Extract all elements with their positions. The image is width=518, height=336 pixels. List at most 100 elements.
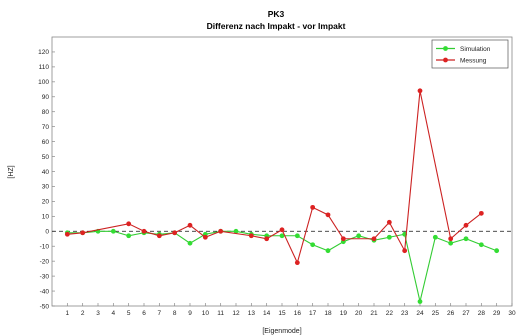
y-tick-label: -50 (40, 303, 50, 310)
x-tick-label: 27 (462, 310, 470, 317)
chart-subtitle: Differenz nach Impakt - vor Impakt (207, 21, 346, 31)
x-axis: 1 2 3 4 5 6 7 8 9 10 11 12 13 14 15 16 17 18 19 20 21 22 23 24 2… (66, 303, 516, 317)
data-point-messung (325, 212, 331, 218)
legend-messung-marker (443, 57, 448, 63)
data-point-messung (310, 204, 316, 210)
y-tick-label: 80 (42, 109, 50, 116)
data-point-messung (386, 219, 392, 225)
data-point-messung (371, 236, 377, 242)
data-point-messung (187, 222, 193, 228)
data-point-messung (340, 236, 346, 242)
legend-box (431, 39, 509, 69)
y-axis: -50 -40 -30 -20 -10 0 10 20 30 40 50 60 70 80 90 100 110… (38, 49, 55, 310)
x-tick-label: 5 (127, 310, 131, 317)
x-tick-label: 3 (96, 310, 100, 317)
y-tick-label: 70 (42, 124, 50, 131)
data-point-simulation (386, 234, 392, 240)
legend-messung-label: Messung (460, 58, 487, 65)
data-point-simulation (310, 242, 316, 248)
x-tick-label: 16 (294, 310, 302, 317)
y-tick-label: 30 (42, 184, 50, 191)
x-tick-label: 26 (447, 310, 455, 317)
y-tick-label: 100 (38, 79, 49, 86)
data-point-simulation (187, 240, 193, 246)
x-tick-label: 12 (232, 310, 240, 317)
data-point-simulation (233, 228, 239, 234)
y-tick-label: -20 (40, 258, 50, 265)
data-point-simulation (126, 233, 132, 239)
data-point-simulation (417, 299, 423, 304)
x-tick-label: 8 (173, 310, 177, 317)
data-point-messung (417, 88, 423, 94)
data-point-simulation (463, 236, 469, 242)
chart-title: PK3 (268, 9, 285, 19)
data-point-messung (402, 248, 408, 254)
x-tick-label: 19 (340, 310, 348, 317)
data-point-messung (478, 210, 484, 216)
x-tick-label: 10 (202, 310, 210, 317)
y-tick-label: 50 (42, 154, 50, 161)
y-tick-label: 90 (42, 94, 50, 101)
y-tick-label: -10 (40, 244, 50, 251)
x-tick-label: 2 (81, 310, 85, 317)
data-point-messung (279, 227, 285, 233)
x-tick-label: 6 (142, 310, 146, 317)
data-point-simulation (478, 242, 484, 248)
data-point-simulation (294, 233, 300, 239)
data-point-messung (248, 233, 254, 239)
legend-simulation-marker (443, 46, 448, 51)
data-point-messung (172, 230, 178, 236)
plot-area (51, 36, 513, 307)
x-tick-label: 22 (386, 310, 394, 317)
x-tick-label: 11 (217, 310, 224, 317)
x-tick-label: 7 (158, 310, 162, 317)
x-tick-label: 21 (370, 310, 378, 317)
data-point-simulation (356, 233, 362, 239)
x-tick-label: 20 (355, 310, 363, 317)
legend: Simulation Messung (431, 39, 509, 69)
x-tick-label: 28 (478, 310, 486, 317)
y-tick-label: 120 (38, 49, 49, 56)
data-point-messung (463, 222, 469, 228)
y-tick-label: 40 (42, 169, 50, 176)
data-point-messung (294, 260, 300, 266)
data-point-messung (126, 221, 132, 227)
x-tick-label: 23 (401, 310, 409, 317)
y-tick-label: 20 (42, 199, 50, 206)
data-point-messung (156, 233, 162, 239)
x-tick-label: 9 (188, 310, 192, 317)
x-tick-label: 15 (278, 310, 286, 317)
y-tick-label: -30 (40, 273, 50, 280)
y-tick-label: 110 (39, 64, 50, 71)
x-tick-label: 13 (248, 310, 256, 317)
x-axis-label: [Eigenmode] (262, 328, 301, 335)
y-tick-label: 0 (45, 229, 49, 236)
data-point-simulation (325, 248, 331, 254)
data-point-messung (80, 230, 86, 236)
x-tick-label: 14 (263, 310, 271, 317)
y-axis-label: [HZ] (8, 165, 15, 178)
data-point-messung (264, 236, 270, 242)
y-tick-label: 10 (42, 214, 50, 221)
x-tick-label: 30 (508, 310, 516, 317)
series-layer (64, 88, 500, 304)
x-tick-label: 1 (66, 310, 70, 317)
x-tick-label: 29 (493, 310, 501, 317)
data-point-messung (141, 228, 147, 234)
data-point-messung (64, 231, 70, 237)
x-tick-label: 25 (432, 310, 440, 317)
data-point-messung (218, 228, 224, 234)
x-tick-label: 18 (324, 310, 332, 317)
x-tick-label: 24 (416, 310, 424, 317)
y-tick-label: -40 (40, 288, 50, 295)
data-point-messung (202, 234, 208, 240)
legend-simulation-label: Simulation (460, 46, 491, 53)
y-tick-label: 60 (42, 139, 50, 146)
data-point-simulation (279, 233, 285, 239)
x-tick-label: 17 (309, 310, 317, 317)
data-point-simulation (494, 248, 500, 254)
x-tick-label: 4 (112, 310, 116, 317)
data-point-simulation (432, 234, 438, 240)
data-point-messung (448, 236, 454, 242)
